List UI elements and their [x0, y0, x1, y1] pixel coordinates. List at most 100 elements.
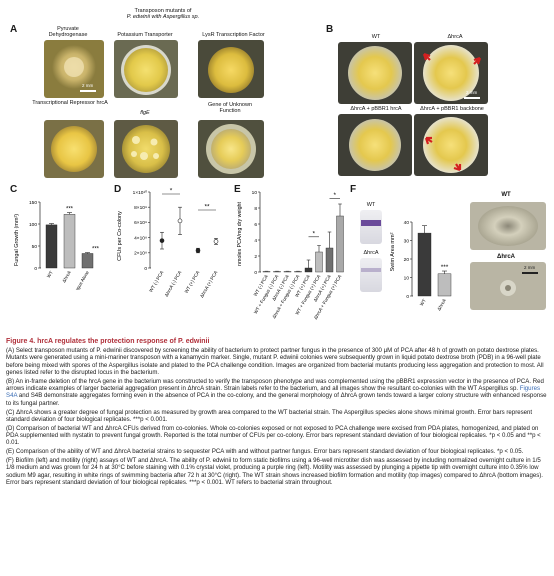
x-tick-label: Fungus Alone [71, 270, 90, 290]
caption-figure-link[interactable]: Figures S4A [6, 385, 541, 400]
panel-a-header: Transposon mutants of P. edwinii with As… [108, 8, 218, 20]
y-tick-label: 10 [252, 190, 258, 196]
bar [45, 224, 58, 269]
x-tick-label: WT [46, 270, 54, 279]
significance-label: * [333, 192, 336, 199]
y-tick-label: 8 [254, 206, 257, 212]
tube-label-hrca: ΔhrcA [363, 250, 379, 256]
swim-plate-hrca: 2 mm [470, 262, 546, 310]
panel-b-label-hrca: ΔhrcA [447, 34, 463, 40]
figure-caption: Figure 4. hrcA regulates the protection … [6, 338, 548, 488]
x-tick-label: ΔhrcA [436, 297, 447, 311]
caption-title: Figure 4. hrcA regulates the protection … [6, 338, 210, 345]
caption-b-text2: and S4B demonstrate aggregates forming e… [6, 392, 547, 407]
red-arrow-icon [422, 52, 431, 61]
y-tick-label: 6×10⁹ [134, 220, 147, 226]
significance-label: ** [204, 204, 210, 211]
panel-f-bars: *** [417, 225, 452, 297]
y-tick-label: 1×10¹⁰ [133, 190, 147, 196]
x-tick-label: WT [419, 298, 427, 307]
significance-label: *** [441, 264, 449, 271]
y-tick-label: 100 [29, 222, 37, 228]
panel-b-label-backbone: ΔhrcA + pBBR1 backbone [420, 106, 484, 112]
panel-c-axis: 0 50 100 150 WT ΔhrcA Fungus Alone [29, 200, 90, 290]
scale-label: 2 mm [524, 265, 536, 270]
caption-b-text1: (B) An in-frame deletion of the hrcA gen… [6, 377, 544, 393]
caption-a: (A) Select transposon mutants of P. edwi… [6, 346, 544, 376]
y-tick-label: 150 [29, 200, 37, 206]
panel-e-bars: ** [262, 192, 344, 273]
y-tick-label: 0 [254, 270, 257, 276]
data-point [177, 218, 183, 224]
bar [336, 215, 344, 273]
x-tick-label: ΔhrcA (-) PCA [164, 269, 183, 297]
caption-c: (C) ΔhrcA shows a greater degree of fung… [6, 408, 533, 423]
significance-label: * [170, 188, 173, 195]
panel-b-plate-hrca: 2 mm [414, 42, 488, 104]
plate-label-pyruvate: Pyruvate Dehydrogenase [48, 26, 88, 38]
panel-c-bars: *** *** [45, 207, 100, 269]
bar [325, 247, 334, 273]
x-tick-label: WT (-) PCA [148, 269, 165, 293]
plate-label-unknown: Gene of Unknown Function [207, 102, 253, 114]
y-tick-label: 4×10⁹ [134, 235, 147, 241]
plate-label-potassium: Potassium Transporter [117, 32, 173, 38]
tube-label-wt: WT [366, 202, 376, 208]
biofilm-tube-wt [360, 210, 382, 244]
y-tick-label: 0 [34, 266, 37, 272]
panel-d-points: *** [159, 188, 219, 254]
bar [417, 232, 432, 297]
scale-bar [522, 272, 538, 274]
swim-plate-wt [470, 202, 546, 250]
plate-label-lysr: LysR Transcription Factor [202, 32, 265, 38]
significance-label: * [312, 230, 315, 237]
panel-f-axis: 0 10 20 30 40 WT ΔhrcA [404, 220, 448, 312]
red-arrow-icon [473, 56, 482, 65]
panel-e-letter: E [234, 184, 241, 195]
bar [304, 267, 313, 273]
panel-b-label-complement: ΔhrcA + pBBR1 hrcA [350, 106, 402, 112]
data-point [195, 248, 201, 253]
plate-lysr-image [198, 40, 264, 98]
panel-c-ylabel: Fungal Growth (mm²) [14, 214, 20, 266]
y-tick-label: 40 [404, 220, 410, 226]
y-tick-label: 0 [144, 266, 147, 272]
y-tick-label: 8×10⁹ [134, 205, 147, 211]
faint-ring [361, 268, 381, 272]
panel-b-plate-complement [338, 114, 412, 176]
y-tick-label: 10 [404, 275, 410, 281]
panel-b-label-wt: WT [371, 34, 381, 40]
panel-b-plate-backbone [414, 114, 488, 176]
panel-d-chart: CFUs per Co-colony 0 2×10⁹ 4×10⁹ 6×10⁹ 8×10⁹… [117, 188, 219, 299]
bar [437, 273, 452, 297]
swim-plate-label-hrca: ΔhrcA [497, 254, 515, 260]
caption-b: (B) An in-frame deletion of the hrcA gen… [6, 378, 548, 408]
caption-f: (F) Biofilm (left) and motility (right) … [6, 456, 543, 487]
panel-d-ylabel: CFUs per Co-colony [117, 211, 123, 261]
plate-hrca-image [44, 120, 104, 178]
panel-c-chart: Fungal Growth (mm²) 0 50 100 150 WT ΔhrcA Fung… [14, 200, 100, 290]
bar [63, 214, 76, 269]
plate-label-hrca: Transcriptional Repressor hrcA [32, 100, 108, 106]
red-arrow-icon [453, 163, 462, 172]
plate-potassium-image [114, 40, 178, 98]
y-tick-label: 6 [254, 222, 257, 228]
panel-d-letter: D [114, 184, 122, 195]
swim-plate-label-wt: WT [501, 192, 511, 198]
panel-f-letter: F [350, 184, 357, 195]
scale-bar [464, 97, 480, 99]
y-tick-label: 2 [254, 254, 257, 260]
panel-a-letter: A [10, 24, 18, 35]
biofilm-tube-hrca [360, 258, 382, 292]
significance-label: *** [66, 207, 74, 213]
red-arrow-icon [424, 136, 433, 145]
plate-label-flge: flgE [140, 110, 150, 116]
x-tick-label: ΔhrcA (+) PCA [199, 269, 219, 298]
panel-a-header-line2: P. edwinii with Aspergillus sp. [126, 14, 200, 20]
y-tick-label: 2×10⁹ [134, 251, 147, 257]
caption-d: (D) Comparison of bacterial WT and ΔhrcA… [6, 424, 541, 447]
panel-c-letter: C [10, 184, 18, 195]
caption-e: (E) Comparison of the ability of WT and … [6, 448, 524, 456]
significance-label: *** [92, 247, 100, 253]
